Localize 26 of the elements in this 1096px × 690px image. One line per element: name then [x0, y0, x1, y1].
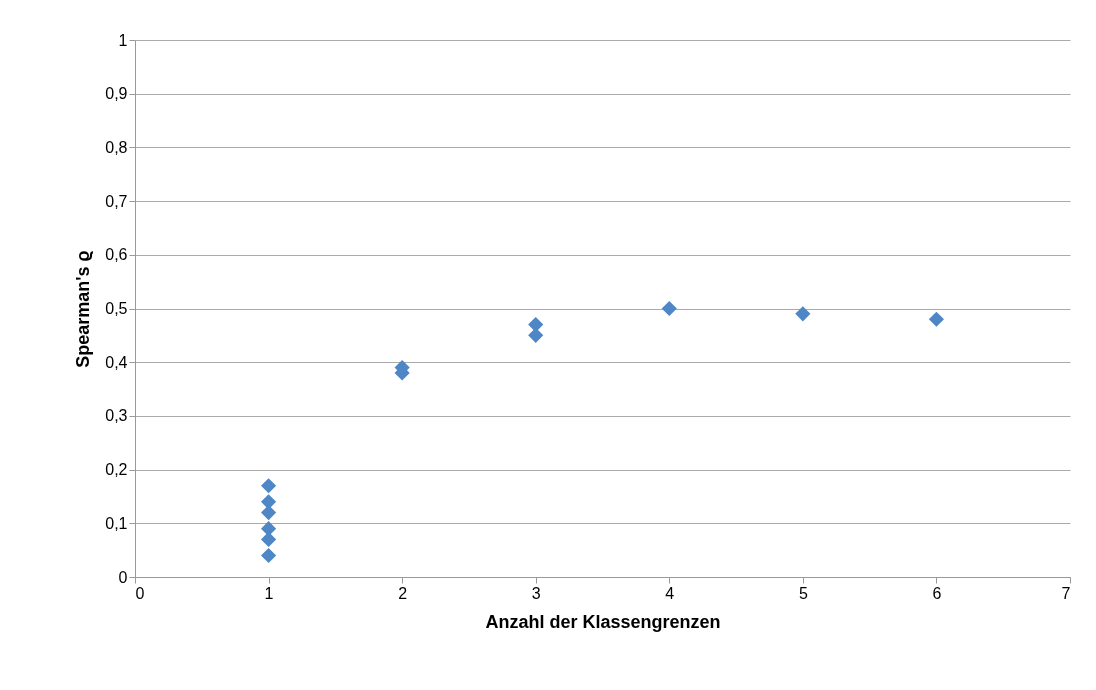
x-tick-label: 4 [665, 584, 675, 602]
x-tick-label: 3 [531, 584, 541, 602]
point [795, 306, 811, 322]
y-tick-label: 0,6 [105, 246, 128, 264]
y-tick-label: 0,4 [105, 353, 128, 371]
point [661, 300, 677, 317]
x-tick-label: 5 [798, 584, 808, 602]
y-tick-label: 0,2 [105, 461, 128, 479]
y-tick-label: 0,1 [105, 514, 128, 532]
x-tick-label: 6 [932, 584, 942, 602]
point [260, 547, 277, 564]
x-axis-title: Anzahl der Klassengrenzen [485, 611, 721, 632]
y-tick-label: 0,8 [105, 138, 128, 156]
point [260, 478, 277, 494]
y-tick-label: 0 [118, 568, 128, 586]
y-axis-title: Spearman's ϱ [73, 250, 94, 368]
x-tick-label: 2 [398, 584, 408, 602]
y-tick-label: 0,3 [105, 407, 128, 425]
x-tick-label: 7 [1061, 584, 1071, 602]
point [928, 311, 945, 327]
y-tick-label: 0,7 [105, 192, 128, 210]
y-tick-label: 0,5 [105, 300, 128, 317]
x-tick-label: 1 [264, 584, 274, 602]
y-tick-label: 0,9 [105, 85, 128, 103]
x-tick-label: 0 [135, 584, 145, 602]
y-tick-label: 1 [118, 31, 128, 49]
